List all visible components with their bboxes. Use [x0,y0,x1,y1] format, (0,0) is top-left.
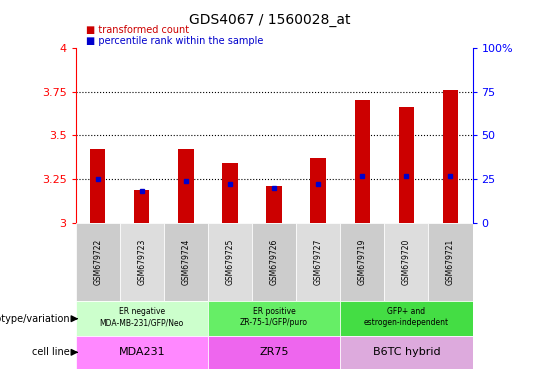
Text: GFP+ and
estrogen-independent: GFP+ and estrogen-independent [364,306,449,328]
Bar [384,223,428,301]
Text: GSM679719: GSM679719 [357,239,367,285]
Bar [340,223,384,301]
Bar [340,336,472,369]
Bar [208,336,340,369]
Bar [296,223,340,301]
Bar [208,301,340,336]
Text: MDA231: MDA231 [118,347,165,358]
Text: B6TC hybrid: B6TC hybrid [373,347,440,358]
Text: GSM679725: GSM679725 [226,239,234,285]
Text: ■ transformed count: ■ transformed count [86,25,190,35]
Text: GDS4067 / 1560028_at: GDS4067 / 1560028_at [189,13,351,27]
Bar [164,223,208,301]
Bar [340,301,472,336]
Bar [222,163,238,223]
Bar [76,223,120,301]
Text: GSM679721: GSM679721 [446,239,455,285]
Bar [355,101,370,223]
Text: GSM679723: GSM679723 [137,239,146,285]
Text: ■ percentile rank within the sample: ■ percentile rank within the sample [86,36,264,46]
Text: GSM679722: GSM679722 [93,239,102,285]
Text: GSM679720: GSM679720 [402,239,411,285]
Bar [76,301,208,336]
Text: GSM679726: GSM679726 [269,239,279,285]
Bar [208,223,252,301]
Bar [252,223,296,301]
Bar [428,223,472,301]
Bar [120,223,164,301]
Bar [310,158,326,223]
Bar [90,149,105,223]
Bar [76,336,208,369]
Text: ZR75: ZR75 [259,347,289,358]
Bar [178,149,193,223]
Bar [443,90,458,223]
Text: GSM679727: GSM679727 [314,239,323,285]
Bar [266,186,282,223]
Text: ER positive
ZR-75-1/GFP/puro: ER positive ZR-75-1/GFP/puro [240,306,308,328]
Bar [399,108,414,223]
Text: ER negative
MDA-MB-231/GFP/Neo: ER negative MDA-MB-231/GFP/Neo [99,306,184,328]
Text: cell line: cell line [32,347,70,358]
Text: GSM679724: GSM679724 [181,239,190,285]
Bar [134,190,150,223]
Text: genotype/variation: genotype/variation [0,314,70,324]
